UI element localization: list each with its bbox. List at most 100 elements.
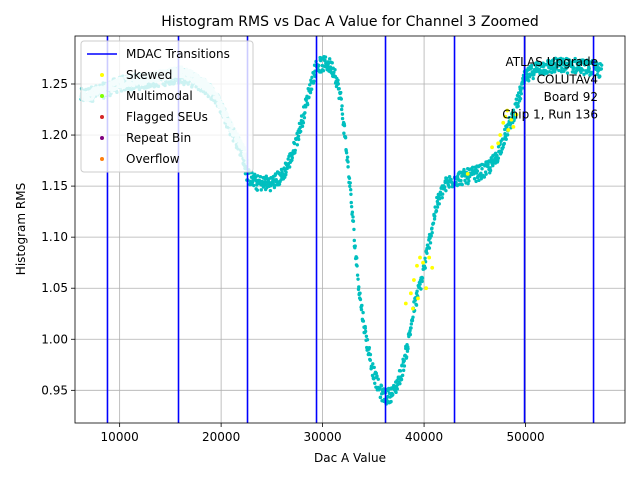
data-point	[599, 63, 604, 67]
y-tick-label: 1.20	[41, 128, 68, 142]
data-point	[273, 172, 278, 176]
data-point	[310, 75, 314, 80]
data-point	[323, 55, 328, 59]
data-point	[437, 202, 441, 206]
data-point	[420, 276, 425, 280]
data-point	[339, 107, 344, 112]
data-point	[524, 72, 529, 76]
data-point	[364, 334, 369, 338]
data-point	[340, 104, 344, 108]
data-point	[583, 63, 587, 67]
y-tick-label: 1.05	[41, 281, 68, 295]
data-point	[404, 355, 409, 359]
data-point	[332, 70, 336, 75]
data-point	[414, 303, 419, 307]
flagged-point	[415, 263, 419, 268]
data-point	[361, 310, 365, 315]
data-point	[363, 329, 368, 334]
data-point	[340, 112, 345, 116]
data-point	[339, 90, 343, 95]
data-point	[502, 141, 506, 146]
flagged-point	[403, 301, 408, 306]
legend-box	[80, 40, 254, 173]
data-point	[505, 133, 510, 137]
y-tick-label: 1.25	[41, 77, 68, 91]
data-point	[302, 116, 307, 120]
data-point	[379, 384, 384, 388]
data-point	[360, 303, 364, 308]
flagged-point	[412, 278, 416, 282]
data-point	[374, 371, 378, 376]
tick-layer: 10000 20000 30000 40000 50000 0.95 1.00 1.05 1.1…	[41, 77, 544, 444]
data-point	[348, 184, 352, 188]
data-point	[516, 104, 520, 108]
flagged-point	[430, 265, 435, 270]
data-point	[418, 282, 422, 286]
flagged-point	[503, 114, 508, 119]
data-point	[479, 177, 483, 181]
data-point	[373, 381, 377, 385]
data-point	[301, 121, 306, 125]
data-point	[378, 395, 383, 400]
data-point	[333, 68, 337, 72]
data-point	[511, 108, 516, 112]
data-point	[420, 279, 424, 284]
data-point	[443, 185, 447, 190]
data-point	[472, 177, 477, 181]
data-point	[491, 163, 495, 168]
data-point	[347, 176, 352, 180]
data-point	[398, 381, 402, 386]
data-point	[515, 97, 519, 101]
legend-label: Overflow	[126, 152, 180, 166]
data-point	[527, 79, 531, 83]
data-point	[336, 78, 340, 82]
data-point	[368, 358, 373, 362]
y-tick-label: 1.15	[41, 179, 68, 193]
data-point	[516, 101, 520, 106]
data-point	[368, 352, 373, 357]
data-point	[328, 65, 333, 69]
data-point	[258, 175, 263, 179]
data-point	[308, 90, 313, 95]
flagged-point	[511, 124, 516, 129]
data-point	[430, 226, 434, 230]
flagged-point	[501, 120, 506, 125]
data-point	[372, 377, 376, 381]
flagged-point	[506, 128, 511, 132]
data-point	[516, 91, 521, 95]
data-point	[467, 179, 471, 183]
data-point	[582, 72, 586, 77]
point-layer	[403, 108, 519, 311]
legend-label: Flagged SEUs	[126, 110, 208, 124]
x-tick-label: 20000	[202, 430, 240, 444]
legend-marker	[100, 157, 104, 161]
data-point	[378, 386, 382, 390]
flagged-point	[496, 141, 501, 146]
legend-label: Multimodal	[126, 89, 193, 103]
data-point	[376, 377, 380, 381]
data-point	[309, 87, 314, 91]
data-point	[349, 192, 353, 196]
data-point	[440, 192, 445, 196]
legend-label: Repeat Bin	[126, 131, 191, 145]
data-point	[321, 69, 326, 73]
data-point	[286, 157, 290, 161]
data-point	[572, 66, 576, 70]
data-point	[261, 185, 266, 189]
data-point	[427, 246, 432, 250]
data-point	[345, 155, 350, 159]
data-point	[581, 68, 585, 72]
data-point	[545, 71, 549, 75]
data-point	[290, 156, 294, 160]
data-point	[287, 165, 292, 169]
data-point	[431, 221, 436, 225]
data-point	[358, 297, 363, 302]
data-point	[425, 251, 429, 255]
data-point	[359, 307, 364, 312]
data-point	[573, 56, 577, 61]
data-point	[346, 160, 350, 164]
data-point	[358, 291, 362, 295]
data-point	[375, 374, 379, 378]
data-point	[346, 165, 350, 169]
data-point	[541, 61, 545, 65]
